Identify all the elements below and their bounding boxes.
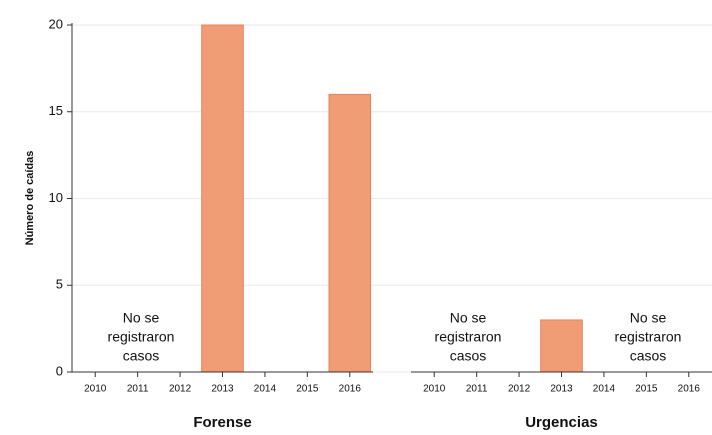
x-tick-label: 2014 <box>254 384 277 395</box>
x-tick-label: 2010 <box>84 384 107 395</box>
annotation: No se <box>123 310 160 326</box>
x-tick-label: 2010 <box>423 384 446 395</box>
x-tick-label: 2016 <box>339 384 362 395</box>
annotation: casos <box>123 348 160 364</box>
x-tick-label: 2013 <box>211 384 234 395</box>
annotation: registraron <box>615 329 682 345</box>
bar <box>328 93 372 373</box>
x-tick-label: 2016 <box>678 384 701 395</box>
annotation: casos <box>630 348 667 364</box>
bar <box>540 319 583 373</box>
y-tick-label: 10 <box>49 190 63 205</box>
x-tick-label: 2011 <box>466 384 488 395</box>
x-tick-label: 2011 <box>127 384 149 395</box>
panel-title: Urgencias <box>525 414 598 431</box>
x-tick-label: 2012 <box>508 384 531 395</box>
annotation: registraron <box>435 329 502 345</box>
x-tick-label: 2012 <box>169 384 192 395</box>
annotation: registraron <box>108 329 175 345</box>
y-tick-label: 0 <box>56 363 63 378</box>
annotation: No se <box>450 310 487 326</box>
panel-title: Forense <box>193 414 251 431</box>
y-tick-label: 15 <box>49 103 63 118</box>
y-tick-label: 5 <box>56 277 63 292</box>
x-tick-label: 2013 <box>550 384 573 395</box>
x-tick-label: 2015 <box>296 384 319 395</box>
bar <box>201 24 244 373</box>
x-tick-label: 2015 <box>635 384 658 395</box>
annotation: No se <box>630 310 667 326</box>
y-axis-label: Número de caídas <box>24 151 36 246</box>
annotation: casos <box>450 348 487 364</box>
x-tick-label: 2014 <box>593 384 616 395</box>
y-tick-label: 20 <box>49 16 63 31</box>
